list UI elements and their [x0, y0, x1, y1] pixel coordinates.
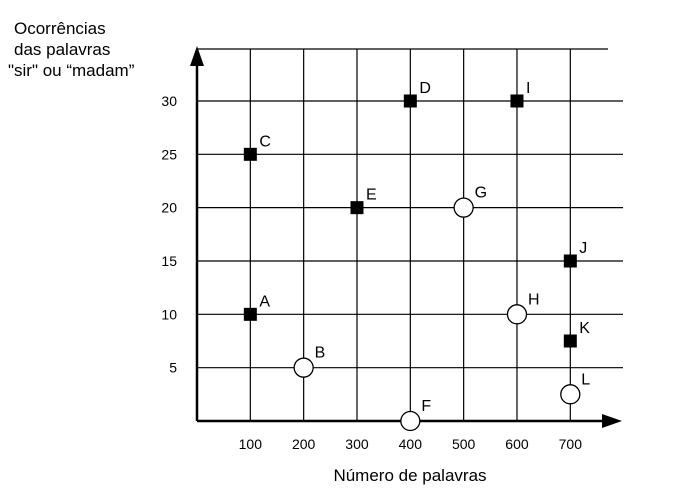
point-d [403, 94, 417, 108]
point-b [293, 357, 314, 378]
point-label-h: H [528, 291, 540, 308]
point-label-g: G [475, 185, 487, 202]
point-i [510, 94, 524, 108]
point-j [563, 254, 577, 268]
x-axis-arrow [602, 414, 622, 428]
point-l [560, 384, 581, 405]
y-tick-label: 15 [161, 253, 177, 269]
point-label-c: C [259, 133, 271, 150]
y-tick-label: 5 [169, 360, 177, 376]
x-tick-label: 100 [239, 436, 263, 452]
point-label-a: A [259, 293, 270, 310]
y-axis-label-line-2: das palavras [14, 40, 110, 59]
x-tick-label: 600 [505, 436, 529, 452]
y-tick-label: 30 [161, 93, 177, 109]
point-label-f: F [421, 398, 431, 415]
y-axis-arrow [190, 46, 204, 66]
x-tick-label: 700 [559, 436, 583, 452]
x-tick-label: 200 [292, 436, 316, 452]
point-label-e: E [366, 187, 377, 204]
y-tick-label: 10 [161, 306, 177, 322]
data-points: A B C D E F G H I J K L [243, 80, 590, 432]
y-axis-label-line-3: "sir" ou “madam” [8, 61, 135, 80]
point-label-d: D [419, 80, 431, 97]
point-label-b: B [315, 345, 326, 362]
y-tick-label: 20 [161, 200, 177, 216]
point-label-i: I [526, 80, 530, 97]
x-tick-label: 300 [345, 436, 369, 452]
point-e [350, 201, 364, 215]
x-tick-label: 500 [452, 436, 476, 452]
point-a [243, 307, 257, 321]
tick-labels: 100 200 300 400 500 600 700 5 10 15 20 25 30 [161, 93, 582, 452]
point-k [563, 334, 577, 348]
point-c [243, 147, 257, 161]
y-tick-label: 25 [161, 146, 177, 162]
point-g [453, 197, 474, 218]
point-label-j: J [579, 240, 587, 257]
x-tick-label: 400 [399, 436, 423, 452]
point-label-k: K [579, 320, 590, 337]
point-f [400, 410, 421, 432]
x-axis-label: Número de palavras [333, 466, 486, 485]
y-axis-label-line-1: Ocorrências [14, 19, 106, 38]
point-h [506, 304, 528, 325]
point-label-l: L [581, 371, 590, 388]
